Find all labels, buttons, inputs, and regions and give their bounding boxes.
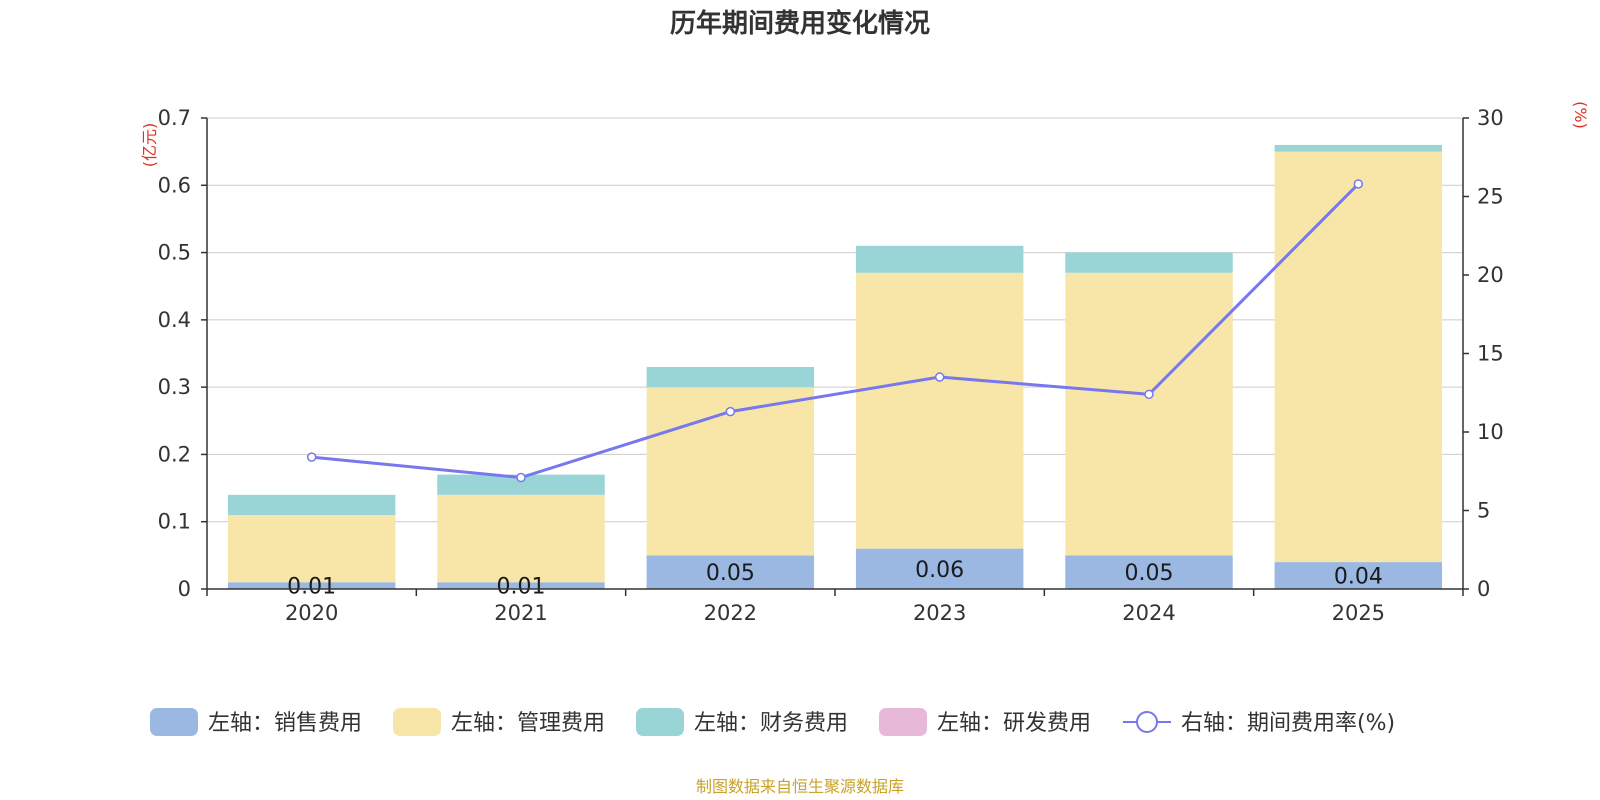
bar-segment <box>437 582 605 589</box>
x-tick-label: 2021 <box>494 601 547 625</box>
bar-segment <box>646 366 815 388</box>
left-tick-label: 0.5 <box>158 241 191 265</box>
x-tick-label: 2024 <box>1122 601 1175 625</box>
x-tick-label: 2022 <box>704 601 757 625</box>
bar-value-label: 0.01 <box>287 575 336 600</box>
rate-line <box>306 179 1364 483</box>
legend-label: 左轴：销售费用 <box>208 711 362 736</box>
right-tick-label: 20 <box>1477 263 1504 287</box>
legend-label: 左轴：研发费用 <box>937 711 1091 736</box>
bar-value-label: 0.06 <box>915 558 964 583</box>
bar-segment <box>227 582 396 589</box>
bar-segment <box>855 272 1024 549</box>
legend-label: 左轴：管理费用 <box>451 711 605 736</box>
left-tick-label: 0.7 <box>158 106 191 130</box>
rate-point <box>1144 389 1154 400</box>
bars <box>227 144 1443 589</box>
left-tick-label: 0.4 <box>158 308 191 332</box>
bar-segment <box>1274 562 1443 589</box>
rate-point <box>934 372 945 382</box>
bar-segment <box>437 494 605 583</box>
bar-labels: 0.01 0.01 0.05 0.06 0.05 0.04 <box>287 558 1383 600</box>
bar-segment <box>1274 144 1443 152</box>
rate-line-path <box>311 182 1360 480</box>
legend-label: 左轴：财务费用 <box>694 711 848 736</box>
legend-marker <box>1136 711 1158 733</box>
bar-segment <box>855 548 1024 589</box>
rate-point <box>725 406 736 417</box>
chart-title: 历年期间费用变化情况 <box>670 8 930 39</box>
legend-swatch <box>879 708 927 736</box>
rate-point <box>516 472 526 483</box>
left-tick-label: 0 <box>178 577 191 601</box>
bar-segment <box>437 474 605 495</box>
bar-value-label: 0.05 <box>1125 561 1174 586</box>
bar-segment <box>1065 555 1233 589</box>
bar-value-label: 0.01 <box>497 575 546 600</box>
bar-segment <box>1065 272 1233 556</box>
right-tick-label: 10 <box>1477 420 1504 444</box>
legend-swatch <box>636 708 684 736</box>
legend-swatch <box>150 708 198 736</box>
x-tick-label: 2023 <box>913 601 966 625</box>
legend-label: 右轴：期间费用率(%) <box>1181 711 1395 736</box>
rate-point <box>306 452 317 462</box>
legend: 左轴：销售费用 左轴：管理费用 左轴：财务费用 左轴：研发费用 右轴：期间费用率(%) <box>150 708 1395 736</box>
right-tick-label: 5 <box>1477 499 1490 523</box>
grid-lines <box>207 117 1463 523</box>
bar-segment <box>227 514 396 583</box>
left-tick-label: 0.3 <box>158 375 191 399</box>
x-tick-label: 2025 <box>1332 601 1385 625</box>
right-tick-label: 15 <box>1477 342 1504 366</box>
bar-segment <box>646 555 815 589</box>
x-tick-label: 2020 <box>285 601 338 625</box>
right-tick-label: 0 <box>1477 577 1490 601</box>
bar-segment <box>227 494 396 515</box>
left-tick-label: 0.1 <box>158 510 191 534</box>
left-axis-unit: (亿元) <box>140 123 159 168</box>
bar-segment <box>1274 151 1443 563</box>
left-tick-label: 0.6 <box>158 173 191 197</box>
legend-swatch <box>393 708 441 736</box>
rate-point <box>1353 179 1364 189</box>
bar-segment <box>855 245 1024 273</box>
right-axis-unit: (%) <box>1571 101 1590 129</box>
bar-segment <box>1065 252 1233 273</box>
left-tick-label: 0.2 <box>158 442 191 466</box>
source-note: 制图数据来自恒生聚源数据库 <box>696 777 904 796</box>
right-tick-label: 30 <box>1477 106 1504 130</box>
bar-value-label: 0.04 <box>1334 565 1383 590</box>
right-tick-label: 25 <box>1477 185 1504 209</box>
bar-value-label: 0.05 <box>706 561 755 586</box>
